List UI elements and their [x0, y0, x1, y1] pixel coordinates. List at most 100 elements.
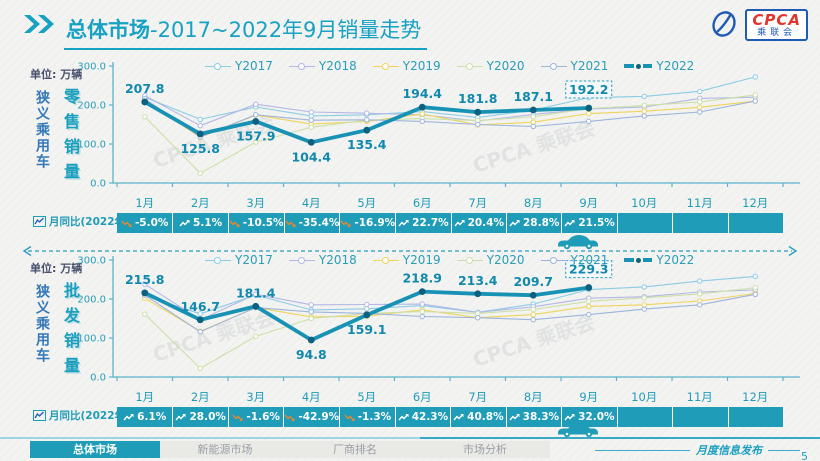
month-label: 10月	[631, 196, 658, 210]
trend-up-icon	[453, 413, 464, 420]
chart-legend: Y2017 Y2018 Y2019 Y2020 Y2021 Y2022	[205, 59, 694, 73]
yoy-cell: -1.3%	[339, 407, 395, 427]
yoy-label-text: 月同比(2022年)	[49, 410, 130, 422]
legend-marker	[456, 256, 483, 264]
nav-tab-oem-ranking[interactable]: 厂商排名	[290, 441, 420, 458]
data-point-Y2021	[530, 316, 536, 323]
data-label: 192.2	[569, 82, 609, 97]
legend-label: Y2017	[235, 59, 273, 73]
trend-down-icon	[284, 414, 295, 421]
cpca-swoosh-icon	[712, 11, 737, 37]
legend-label: Y2021	[570, 59, 609, 73]
data-point-Y2021	[752, 291, 758, 298]
yoy-value: 42.3%	[411, 411, 449, 423]
data-label: 157.9	[236, 128, 276, 143]
arrow-right-icon	[788, 245, 798, 257]
data-point-Y2022	[363, 311, 371, 319]
category-label-vertical: 狭义乘用车	[34, 90, 50, 170]
yoy-cell: 32.0%	[561, 407, 617, 427]
yoy-cell: -16.9%	[339, 213, 396, 233]
data-point-Y2022	[585, 284, 593, 291]
trend-down-icon	[232, 414, 243, 421]
data-point-Y2020	[530, 114, 536, 120]
data-point-Y2022	[307, 336, 315, 344]
yoy-cell: 42.3%	[394, 407, 451, 427]
data-point-Y2017	[364, 306, 370, 312]
cpca-logo-box: CPCA 乘联会	[745, 9, 808, 41]
arrow-left-icon	[22, 245, 32, 257]
legend-item-Y2020: Y2020	[456, 253, 525, 267]
month-label: 9月	[579, 196, 599, 210]
y-tick-label: 0.0	[90, 179, 106, 190]
data-point-Y2022	[418, 288, 426, 296]
data-point-Y2022	[196, 130, 204, 138]
data-point-Y2017	[641, 93, 647, 100]
double-chevron-icon	[24, 15, 54, 33]
data-label: 159.1	[347, 322, 387, 337]
nav-tab-market-analysis[interactable]: 市场分析	[420, 441, 550, 458]
data-point-Y2020	[419, 308, 425, 315]
trend-up-icon	[509, 219, 520, 226]
data-point-Y2022	[307, 138, 315, 146]
nav-tab-overall-market[interactable]: 总体市场	[30, 441, 160, 458]
footer-caption-line	[768, 449, 800, 451]
data-point-Y2021	[641, 306, 647, 312]
month-label: 5月	[357, 196, 377, 210]
data-point-Y2018	[253, 101, 259, 107]
month-label: 9月	[579, 390, 599, 404]
yoy-row: 月同比(2022年) 6.1% 28.0% -1.6% -42.9% -1.3%…	[0, 407, 820, 427]
data-point-Y2018	[419, 301, 425, 307]
header: 总体市场-2017~2022年9月销量走势	[22, 12, 428, 50]
data-point-Y2022	[529, 106, 537, 114]
trend-up-icon	[454, 219, 465, 226]
highlight-label-box	[565, 80, 613, 99]
page-title-rest: -2017~2022年9月销量走势	[150, 18, 422, 42]
legend-marker	[288, 62, 315, 70]
yoy-label: 月同比(2022年)	[33, 214, 130, 229]
legend-marker	[540, 256, 567, 264]
yoy-cell	[727, 213, 783, 233]
legend-label: Y2020	[486, 59, 525, 73]
legend-item-Y2018: Y2018	[288, 253, 357, 267]
trend-up-icon	[398, 413, 409, 420]
mini-chart-icon	[33, 216, 46, 227]
data-point-Y2022	[474, 108, 482, 116]
legend-item-Y2019: Y2019	[372, 253, 441, 267]
data-point-Y2022	[585, 104, 593, 112]
data-point-Y2020	[530, 306, 536, 313]
legend-item-Y2017: Y2017	[205, 253, 273, 267]
legend-label: Y2019	[402, 253, 441, 267]
month-label: 7月	[468, 390, 488, 404]
legend-label: Y2021	[570, 253, 609, 267]
legend-marker	[456, 62, 483, 70]
yoy-cell: 40.8%	[450, 407, 506, 427]
data-point-Y2020	[475, 310, 481, 317]
data-label: 209.7	[513, 274, 553, 289]
trend-down-icon	[285, 220, 296, 227]
yoy-cell: -10.5%	[227, 213, 284, 233]
legend-marker	[624, 257, 653, 263]
legend-marker	[372, 256, 399, 264]
data-label: 94.8	[296, 347, 327, 362]
trend-down-icon	[229, 220, 240, 227]
data-point-Y2020	[308, 124, 314, 130]
legend-marker	[372, 62, 399, 70]
data-label: 146.7	[180, 299, 220, 314]
yoy-cell: -35.4%	[283, 213, 340, 233]
yoy-value: -5.0%	[134, 217, 169, 229]
data-point-Y2017	[752, 74, 758, 80]
legend-item-Y2021: Y2021	[540, 59, 609, 73]
yoy-value: -42.9%	[298, 411, 340, 423]
data-point-Y2020	[641, 102, 647, 109]
data-point-Y2020	[197, 170, 203, 176]
yoy-value: 32.0%	[578, 411, 615, 423]
yoy-cell: 38.3%	[505, 407, 562, 427]
nav-tab-nev-market[interactable]: 新能源市场	[160, 441, 290, 458]
yoy-value: 5.1%	[193, 217, 223, 229]
y-tick-label: 200.0	[77, 101, 106, 112]
legend-marker	[205, 62, 231, 70]
yoy-value: -1.3%	[357, 411, 392, 423]
bottom-nav: 总体市场 新能源市场 厂商排名 市场分析	[30, 441, 550, 458]
month-label: 11月	[686, 196, 713, 210]
